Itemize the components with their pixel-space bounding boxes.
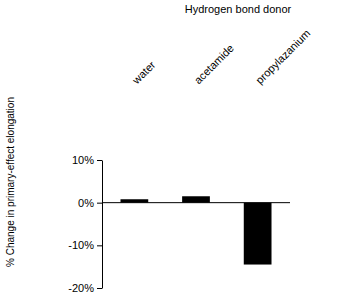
zero-line <box>102 202 290 203</box>
y-tick: -20% <box>68 282 102 294</box>
bar <box>120 199 148 202</box>
x-tick-label: propylazanium <box>253 27 312 86</box>
y-axis: -20% -10% 0% 10% <box>68 154 102 294</box>
chart: Hydrogen bond donor -20% -10% 0% 10% % Change… <box>0 0 359 298</box>
y-tick-label: 10% <box>72 154 94 166</box>
x-tick: acetamide <box>192 42 236 86</box>
x-tick: water <box>129 58 157 86</box>
y-tick: -10% <box>68 239 102 251</box>
bars <box>120 196 271 264</box>
y-tick-label: -20% <box>68 282 94 294</box>
y-axis-label: % Change in primary-effect elongation <box>5 97 16 267</box>
y-tick-mark <box>97 288 102 289</box>
y-tick-label: 0% <box>78 197 94 209</box>
x-tick-label: water <box>129 58 157 86</box>
chart-title: Hydrogen bond donor <box>185 3 292 15</box>
y-tick-mark <box>97 245 102 246</box>
y-tick: 10% <box>72 154 102 166</box>
y-tick-label: -10% <box>68 239 94 251</box>
bar <box>182 196 210 202</box>
x-tick: propylazanium <box>253 27 312 86</box>
y-tick-mark <box>97 203 102 204</box>
y-axis-line <box>102 161 103 289</box>
x-tick-label: acetamide <box>192 42 236 86</box>
y-tick: 0% <box>78 197 102 209</box>
x-axis: water acetamide propylazanium <box>129 27 312 87</box>
bar <box>244 203 272 265</box>
y-tick-mark <box>97 160 102 161</box>
